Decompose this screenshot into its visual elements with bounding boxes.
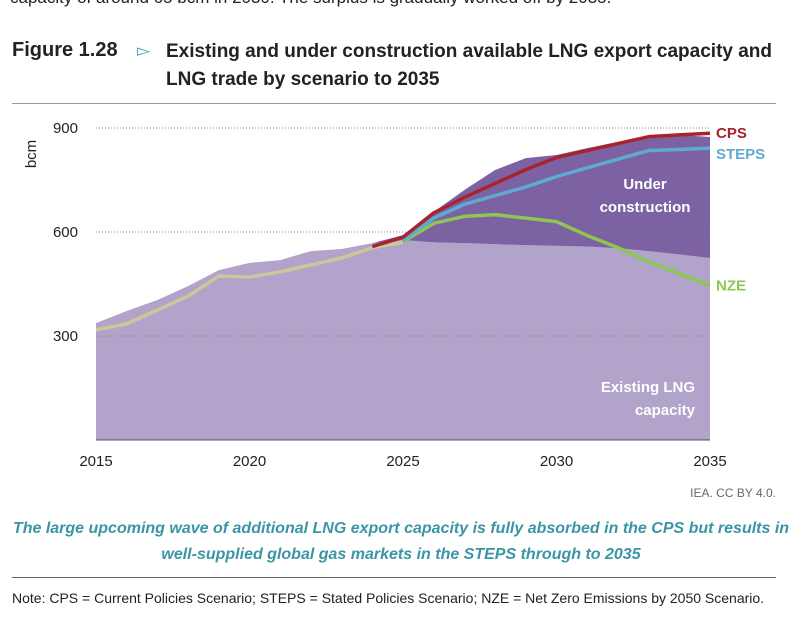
x-tick-label: 2030 <box>540 453 573 470</box>
line <box>371 131 711 249</box>
rule <box>12 577 776 578</box>
line <box>402 212 711 288</box>
area-label: Under construction <box>599 176 691 216</box>
y-tick-label: 600 <box>53 224 78 241</box>
intro-text: capacity of around 65 bcm in 2030. The s… <box>10 0 611 8</box>
y-axis-label: bcm <box>23 140 40 168</box>
area <box>96 239 710 440</box>
chart: 300 600 900 2015 2020 2025 2030 2035 bcm NZE STEPS… <box>23 120 765 470</box>
x-tick-label: 2025 <box>386 453 419 470</box>
area-label: Existing LNG capacity <box>600 379 695 419</box>
area <box>372 134 710 258</box>
line <box>401 146 711 243</box>
source: IEA. CC BY 4.0. <box>690 486 776 500</box>
y-tick-label: 900 <box>53 120 78 137</box>
line-label: CPS <box>716 125 747 142</box>
figure-label: Figure 1.28 <box>12 39 118 61</box>
figure-title: Existing and under construction availabl… <box>166 41 773 90</box>
y-tick-label: 300 <box>53 328 78 345</box>
x-tick-label: 2020 <box>233 453 266 470</box>
note: Note: CPS = Current Policies Scenario; S… <box>12 590 765 606</box>
caption: The large upcoming wave of additional LN… <box>12 520 790 563</box>
x-tick-label: 2035 <box>693 453 726 470</box>
x-tick-label: 2015 <box>79 453 112 470</box>
figure-marker: ▻ <box>137 41 151 60</box>
line-label: STEPS <box>716 146 765 163</box>
line-label: NZE <box>716 278 746 295</box>
rule <box>12 103 776 104</box>
line <box>95 240 404 332</box>
